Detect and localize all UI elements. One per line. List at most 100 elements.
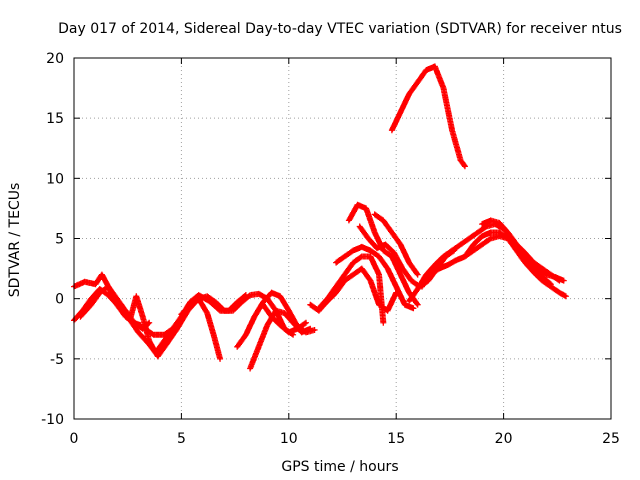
data-point xyxy=(433,263,437,267)
data-point xyxy=(401,267,404,270)
data-point xyxy=(377,255,381,258)
data-point xyxy=(558,279,561,282)
data-point xyxy=(455,258,458,262)
data-point xyxy=(429,273,432,276)
data-point xyxy=(197,293,200,297)
data-point xyxy=(115,297,119,300)
data-point xyxy=(135,295,138,298)
data-point xyxy=(300,331,303,334)
data-point xyxy=(498,221,501,225)
data-point xyxy=(334,261,338,264)
data-point xyxy=(257,292,260,296)
data-point xyxy=(541,275,544,279)
data-point xyxy=(274,309,278,312)
data-point xyxy=(152,333,155,336)
data-point xyxy=(390,231,394,234)
data-point xyxy=(480,243,484,246)
data-point xyxy=(416,303,419,306)
data-point xyxy=(98,291,101,294)
data-point xyxy=(171,327,175,330)
data-point xyxy=(382,219,385,222)
data-point xyxy=(459,159,462,162)
data-point xyxy=(107,293,110,297)
series-arc-09 xyxy=(260,301,309,336)
data-point xyxy=(326,297,329,300)
series-arc-07 xyxy=(234,289,318,350)
data-point xyxy=(407,92,411,96)
data-point xyxy=(287,309,290,312)
data-point xyxy=(309,327,312,330)
data-point xyxy=(205,311,209,315)
data-point xyxy=(399,273,402,276)
data-point xyxy=(156,355,159,358)
data-point xyxy=(231,309,235,312)
chart-title: Day 017 of 2014, Sidereal Day-to-day VTE… xyxy=(58,21,622,37)
data-point xyxy=(369,279,372,282)
data-point xyxy=(128,319,132,322)
data-point xyxy=(463,165,467,168)
series-arc-15 xyxy=(371,211,421,278)
data-point xyxy=(248,367,252,370)
series-arc-16 xyxy=(388,63,468,170)
data-point xyxy=(163,333,166,336)
data-point xyxy=(369,249,372,252)
x-tick-label: 10 xyxy=(280,431,298,447)
data-point xyxy=(309,303,312,306)
data-point xyxy=(407,261,411,264)
data-point xyxy=(352,273,355,276)
data-point xyxy=(279,323,282,327)
data-point xyxy=(420,285,424,288)
data-point xyxy=(523,255,527,258)
data-point xyxy=(94,283,97,286)
y-tick-label: 15 xyxy=(46,111,64,127)
data-point xyxy=(360,245,364,249)
data-point xyxy=(386,267,389,270)
data-point xyxy=(459,243,462,246)
data-point xyxy=(476,231,480,234)
x-tick-label: 25 xyxy=(602,431,620,447)
data-point xyxy=(450,129,454,132)
data-point xyxy=(343,273,346,276)
x-tick-label: 15 xyxy=(387,431,405,447)
data-point xyxy=(562,279,565,282)
data-point xyxy=(564,295,568,298)
x-axis-label: GPS time / hours xyxy=(281,459,398,475)
data-point xyxy=(180,313,183,316)
data-point xyxy=(352,249,355,252)
data-point xyxy=(205,295,209,298)
data-point xyxy=(212,333,215,336)
data-points xyxy=(71,63,569,372)
data-point xyxy=(541,267,544,270)
data-point xyxy=(472,243,475,246)
data-point xyxy=(407,291,411,294)
data-point xyxy=(489,231,492,234)
series-arc-20 xyxy=(479,217,554,288)
data-point xyxy=(352,261,355,264)
data-point xyxy=(358,225,361,228)
y-tick-label: -10 xyxy=(41,412,64,428)
data-point xyxy=(549,283,553,286)
x-tick-label: 20 xyxy=(495,431,513,447)
data-point xyxy=(416,80,419,84)
data-point xyxy=(188,304,192,308)
y-axis-label: SDTVAR / TECUs xyxy=(7,183,23,298)
data-point xyxy=(197,297,200,300)
data-point xyxy=(257,345,260,348)
data-point xyxy=(373,213,376,216)
data-point xyxy=(446,263,449,267)
data-point xyxy=(244,333,248,336)
series-arc-12 xyxy=(333,243,417,312)
data-point xyxy=(270,315,273,318)
data-point xyxy=(360,255,364,258)
data-point xyxy=(532,267,535,270)
data-point xyxy=(386,309,389,312)
data-point xyxy=(399,243,402,246)
axis-ticks: 0 5 10 15 20 25 -10 -5 0 5 10 15 20 xyxy=(41,51,620,447)
data-point xyxy=(291,333,295,336)
data-point xyxy=(147,339,151,342)
y-tick-label: 5 xyxy=(55,232,64,248)
data-point xyxy=(313,328,316,332)
data-point xyxy=(480,222,484,226)
data-point xyxy=(334,285,338,288)
data-point xyxy=(375,246,379,250)
